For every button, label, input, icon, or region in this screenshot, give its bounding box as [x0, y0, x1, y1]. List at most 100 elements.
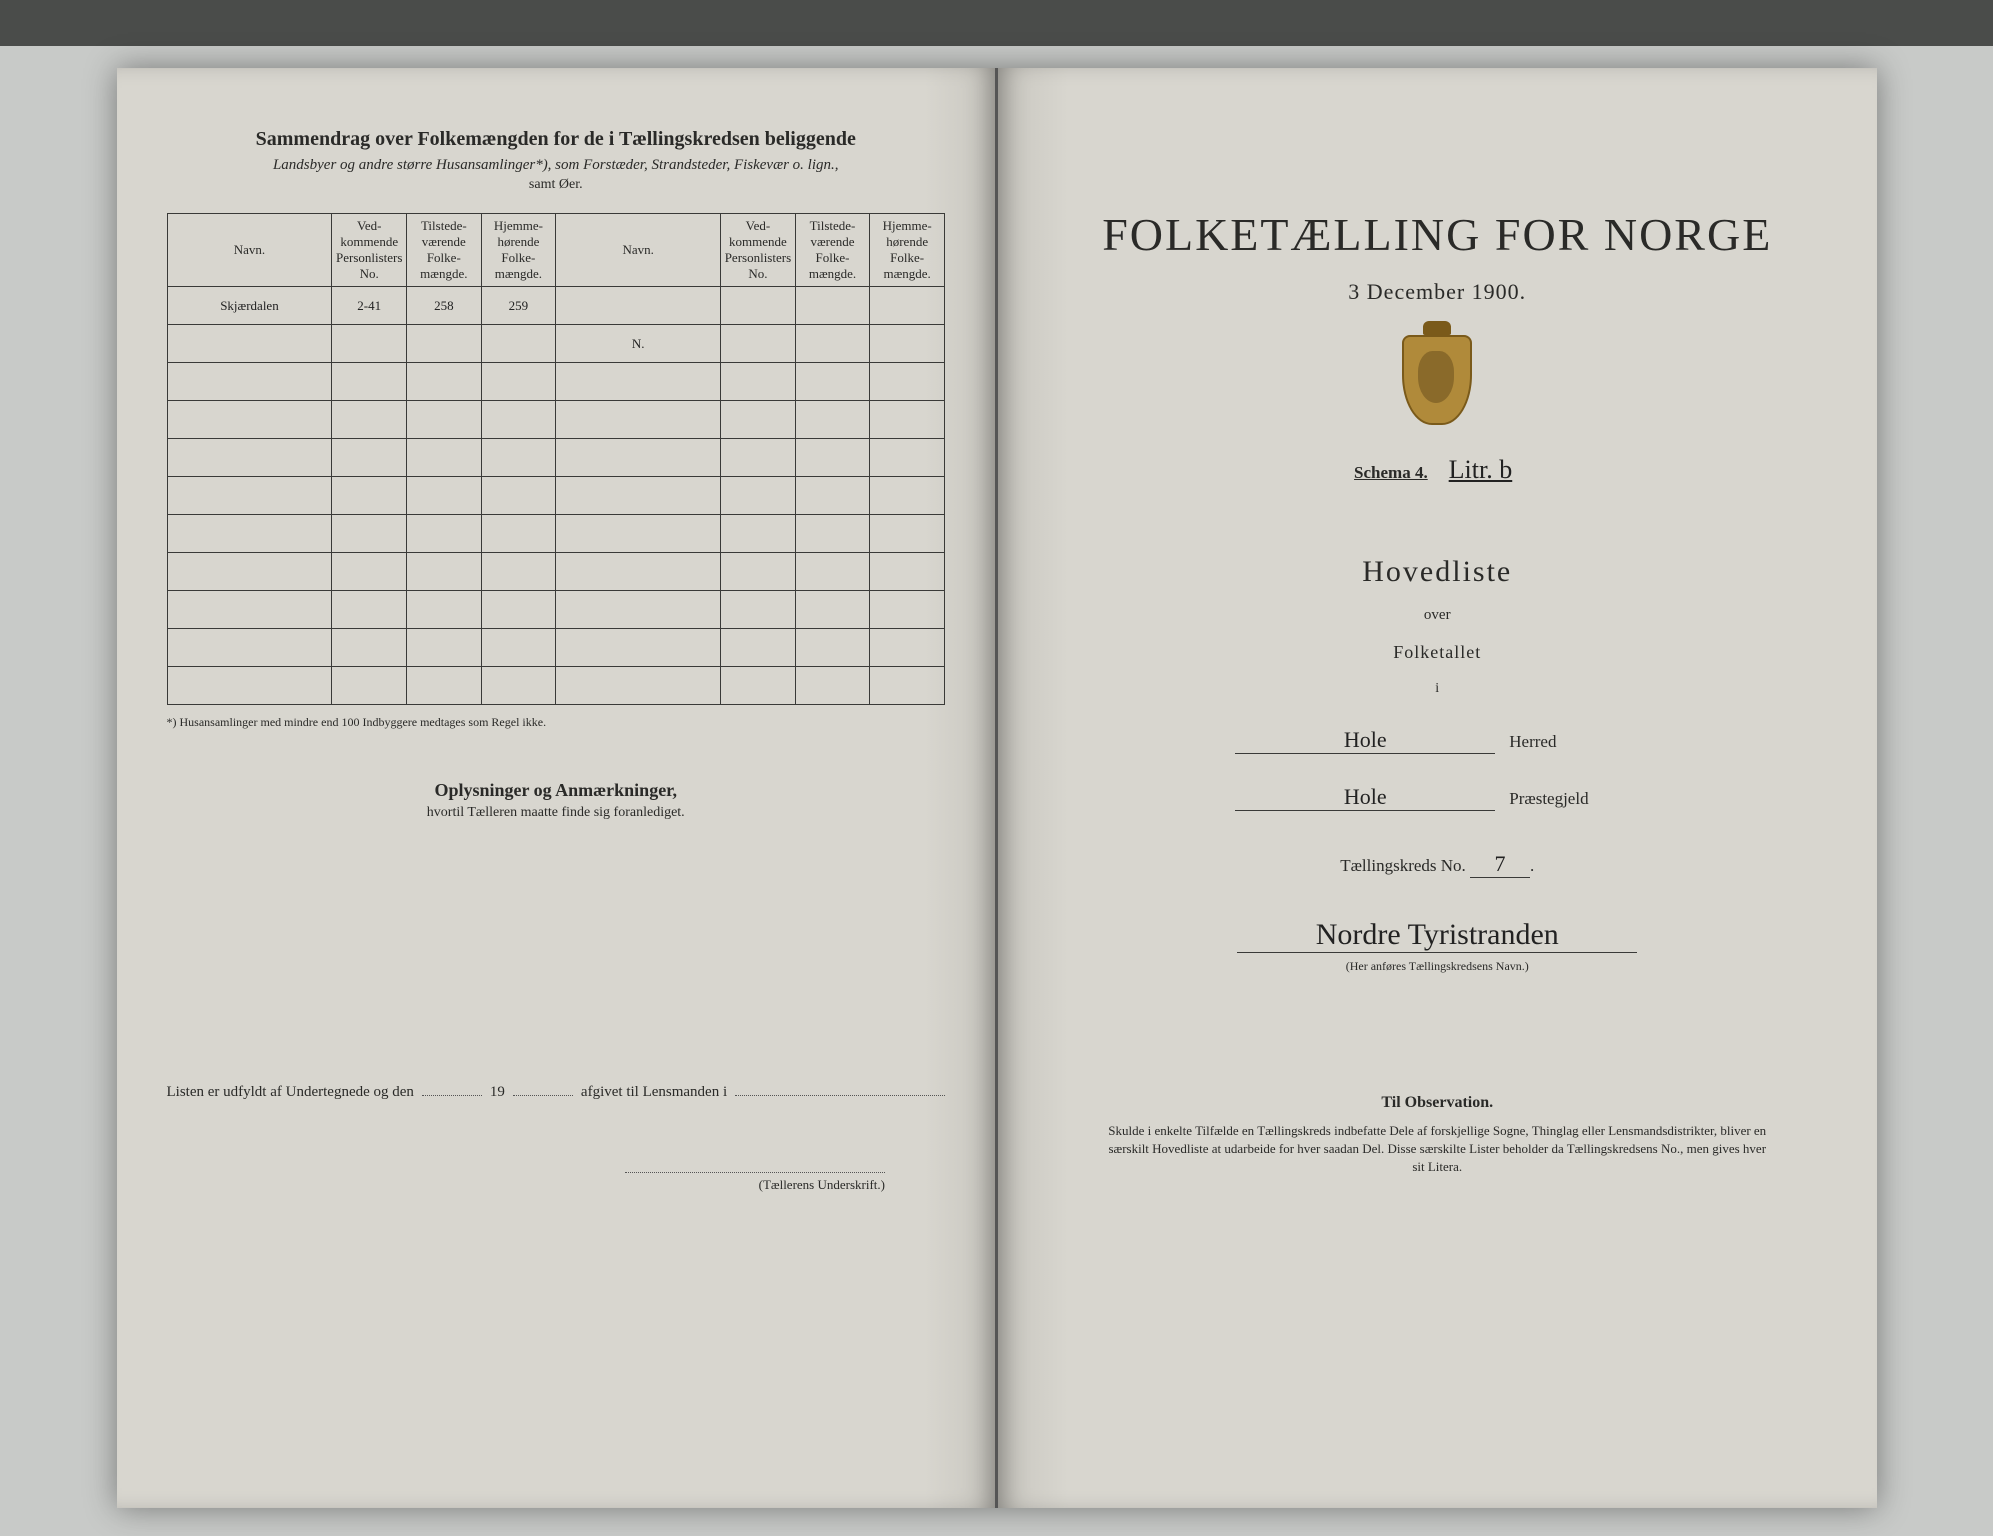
fill-year: 19 [490, 1084, 505, 1101]
cell-tilstede [407, 325, 482, 363]
cell-navn [167, 667, 332, 705]
left-header: Sammendrag over Folkemængden for de i Tæ… [167, 128, 946, 193]
cell-hj2 [870, 287, 945, 325]
herred-label: Herred [1509, 732, 1639, 752]
signature-block: (Tællerens Underskrift.) [167, 1161, 946, 1193]
prestegjeld-label: Præstegjeld [1509, 789, 1639, 809]
cell-hjemme [481, 477, 556, 515]
cell-tilstede [407, 477, 482, 515]
cell-no [332, 591, 407, 629]
col-navn-2: Navn. [556, 214, 721, 287]
table-row [167, 667, 945, 705]
herred-row: Hole Herred [1048, 727, 1827, 754]
cell-navn [167, 477, 332, 515]
col-personlister: Ved- kommende Personlisters No. [332, 214, 407, 287]
remarks-title: Oplysninger og Anmærkninger, [167, 780, 946, 801]
cell-navn [167, 591, 332, 629]
kreds-label: Tællingskreds No. [1340, 856, 1466, 875]
cell-hjemme [481, 325, 556, 363]
coat-of-arms-icon [1402, 335, 1472, 425]
col-hjemme: Hjemme- hørende Folke- mængde. [481, 214, 556, 287]
cell-no [332, 325, 407, 363]
signature-line [625, 1172, 885, 1173]
schema-line: Schema 4. Litr. b [1048, 455, 1827, 485]
cell-navn [167, 629, 332, 667]
prestegjeld-value: Hole [1235, 784, 1495, 811]
observation-text: Skulde i enkelte Tilfælde en Tællingskre… [1108, 1122, 1767, 1177]
folketallet-label: Folketallet [1048, 642, 1827, 663]
cell-hj2 [870, 515, 945, 553]
table-row [167, 439, 945, 477]
cell-navn: Skjærdalen [167, 287, 332, 325]
fill-blank-day [422, 1081, 482, 1096]
cell-navn2 [556, 591, 721, 629]
fill-prefix: Listen er udfyldt af Undertegnede og den [167, 1084, 414, 1101]
cell-no2 [721, 287, 796, 325]
table-header-row: Navn. Ved- kommende Personlisters No. Ti… [167, 214, 945, 287]
cell-no [332, 667, 407, 705]
cell-navn2 [556, 287, 721, 325]
cell-navn2 [556, 629, 721, 667]
signature-label: (Tællerens Underskrift.) [759, 1177, 885, 1192]
cell-no: 2-41 [332, 287, 407, 325]
cell-navn [167, 515, 332, 553]
schema-litera: Litr. b [1440, 455, 1520, 485]
cell-navn2 [556, 477, 721, 515]
fill-blank-lensmand [735, 1081, 945, 1096]
cell-til2 [795, 591, 870, 629]
col-tilstede: Tilstede- værende Folke- mængde. [407, 214, 482, 287]
cell-hj2 [870, 553, 945, 591]
cell-til2 [795, 363, 870, 401]
cell-hjemme [481, 515, 556, 553]
cell-no2 [721, 439, 796, 477]
cell-no [332, 477, 407, 515]
cell-no [332, 515, 407, 553]
cell-tilstede [407, 439, 482, 477]
cell-no2 [721, 325, 796, 363]
cell-hj2 [870, 667, 945, 705]
cell-hjemme: 259 [481, 287, 556, 325]
cell-hj2 [870, 629, 945, 667]
cell-tilstede [407, 553, 482, 591]
hovedliste-title: Hovedliste [1048, 555, 1827, 589]
cell-hj2 [870, 363, 945, 401]
cell-tilstede [407, 591, 482, 629]
over-label: over [1048, 607, 1827, 624]
cell-no2 [721, 477, 796, 515]
cell-til2 [795, 515, 870, 553]
cell-tilstede [407, 363, 482, 401]
cell-navn2: N. [556, 325, 721, 363]
herred-value: Hole [1235, 727, 1495, 754]
col-hjemme-2: Hjemme- hørende Folke- mængde. [870, 214, 945, 287]
i-label: i [1048, 681, 1827, 697]
right-content: FOLKETÆLLING FOR NORGE 3 December 1900. … [1048, 128, 1827, 1177]
col-personlister-2: Ved- kommende Personlisters No. [721, 214, 796, 287]
cell-navn2 [556, 553, 721, 591]
cell-hj2 [870, 325, 945, 363]
cell-til2 [795, 553, 870, 591]
scanner-background: Sammendrag over Folkemængden for de i Tæ… [0, 0, 1993, 1536]
table-row [167, 477, 945, 515]
cell-tilstede [407, 401, 482, 439]
cell-hjemme [481, 553, 556, 591]
cell-no2 [721, 553, 796, 591]
cell-hjemme [481, 363, 556, 401]
summary-tbody: Skjærdalen2-41258259N. [167, 287, 945, 705]
completion-line: Listen er udfyldt af Undertegnede og den… [167, 1081, 946, 1101]
col-navn: Navn. [167, 214, 332, 287]
table-row [167, 553, 945, 591]
left-title: Sammendrag over Folkemængden for de i Tæ… [167, 128, 946, 151]
cell-no2 [721, 591, 796, 629]
schema-label: Schema 4. [1354, 463, 1428, 482]
right-page: FOLKETÆLLING FOR NORGE 3 December 1900. … [998, 68, 1877, 1508]
cell-hjemme [481, 439, 556, 477]
census-date: 3 December 1900. [1048, 279, 1827, 305]
cell-hjemme [481, 401, 556, 439]
fill-blank-year [513, 1081, 573, 1096]
kreds-name-row: Nordre Tyristranden [1048, 918, 1827, 953]
table-row [167, 629, 945, 667]
table-row: N. [167, 325, 945, 363]
fill-suffix: afgivet til Lensmanden i [581, 1084, 727, 1101]
cell-tilstede [407, 667, 482, 705]
left-subtitle2: samt Øer. [167, 177, 946, 193]
